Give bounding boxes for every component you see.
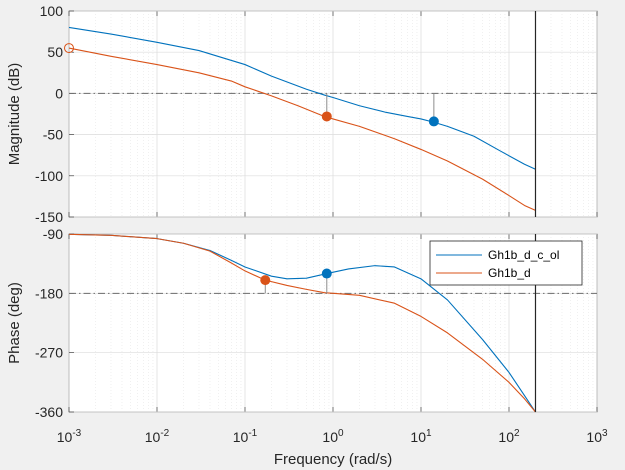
magnitude-y-tick-labels: 100 50 0 -50 -100 -150 bbox=[35, 3, 63, 225]
margin-marker-gh1b-d[interactable] bbox=[260, 275, 271, 286]
legend[interactable]: Gh1b_d_c_ol Gh1b_d bbox=[429, 240, 583, 286]
magnitude-panel: 100 50 0 -50 -100 -150 Magnitude (dB) bbox=[6, 3, 598, 225]
magnitude-y-axis-label: Magnitude (dB) bbox=[6, 63, 23, 166]
y-tick-label: 100 bbox=[40, 3, 64, 19]
x-tick-label: 10-3 bbox=[57, 428, 82, 445]
series-line-gh1b-d-c-ol bbox=[68, 26, 536, 170]
legend-label-gh1b-d: Gh1b_d bbox=[488, 266, 531, 280]
y-tick-label: -100 bbox=[35, 168, 63, 184]
phase-panel: -90 -180 -270 -360 Phase (deg) Gh1b_d_c_ol … bbox=[6, 226, 598, 420]
phase-series bbox=[68, 233, 536, 413]
magnitude-margin-markers bbox=[64, 43, 439, 127]
phase-y-tick-labels: -90 -180 -270 -360 bbox=[35, 226, 63, 420]
margin-marker-gh1b-d-c-ol[interactable] bbox=[321, 268, 332, 279]
x-tick-label: 103 bbox=[586, 428, 608, 445]
phase-y-axis-label: Phase (deg) bbox=[6, 282, 23, 364]
x-tick-label: 10-2 bbox=[145, 428, 170, 445]
margin-marker-gh1b-d[interactable] bbox=[321, 111, 332, 122]
legend-box bbox=[429, 240, 583, 286]
series-line-gh1b-d bbox=[68, 233, 536, 413]
x-tick-label: 10-1 bbox=[233, 428, 258, 445]
y-tick-label: 0 bbox=[55, 85, 63, 101]
phase-margin-markers bbox=[260, 268, 332, 294]
y-tick-label: -270 bbox=[35, 345, 63, 361]
y-tick-label: -150 bbox=[35, 209, 63, 225]
x-tick-label: 102 bbox=[498, 428, 520, 445]
x-tick-label: 101 bbox=[410, 428, 432, 445]
x-tick-labels: 10-3 10-2 10-1 100 101 102 103 bbox=[57, 428, 608, 445]
y-tick-label: -360 bbox=[35, 404, 63, 420]
legend-label-gh1b-d-c-ol: Gh1b_d_c_ol bbox=[488, 248, 559, 262]
y-tick-label: -180 bbox=[35, 285, 63, 301]
x-axis-label: Frequency (rad/s) bbox=[274, 451, 392, 468]
y-tick-label: -50 bbox=[43, 127, 63, 143]
open-marker-gh1b-d bbox=[64, 43, 74, 54]
y-tick-label: 50 bbox=[47, 44, 63, 60]
y-tick-label: -90 bbox=[43, 226, 63, 242]
x-tick-label: 100 bbox=[322, 428, 344, 445]
margin-marker-gh1b-d-c-ol[interactable] bbox=[428, 116, 439, 127]
